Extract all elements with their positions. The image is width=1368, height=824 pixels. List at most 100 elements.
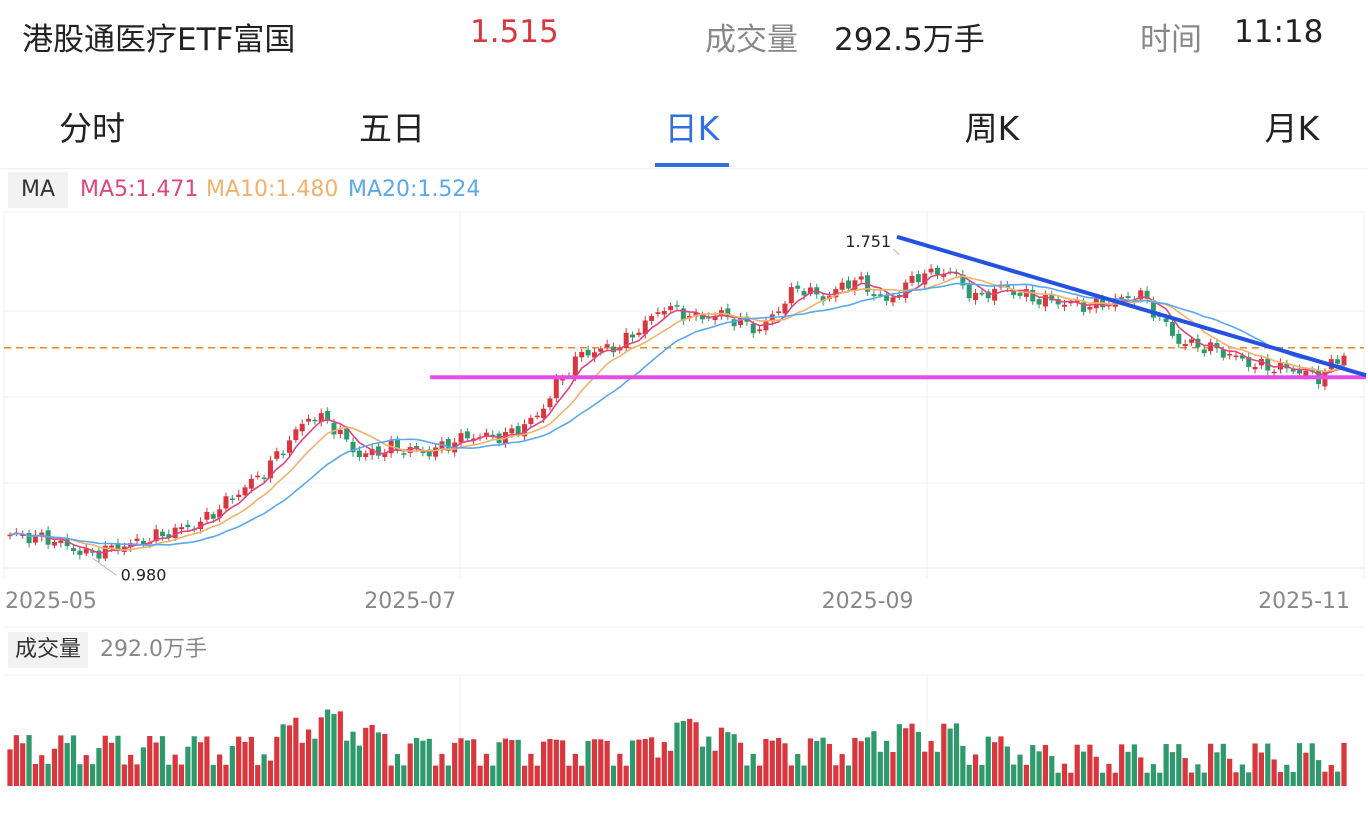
volume-bar — [985, 736, 991, 786]
candle — [547, 398, 553, 408]
candle — [1227, 354, 1233, 356]
candle — [572, 356, 578, 377]
x-tick-label: 2025-09 — [822, 589, 914, 614]
candle — [712, 315, 718, 321]
annotation-leader — [892, 248, 900, 256]
candle — [661, 311, 667, 315]
candle — [541, 408, 547, 419]
candle — [77, 550, 83, 555]
candle — [331, 422, 337, 435]
period-tabs: 分时 五日 日K 周K 月K — [0, 84, 1368, 169]
last-price: 1.515 — [470, 14, 559, 50]
volume-bar — [769, 740, 775, 786]
volume-bar — [1068, 772, 1074, 786]
volume-bar — [229, 746, 235, 786]
candle — [515, 426, 521, 435]
candle — [610, 346, 616, 353]
candle — [896, 294, 902, 297]
candle — [26, 533, 32, 544]
volume-bar — [13, 735, 19, 786]
candle — [140, 540, 146, 545]
candle — [591, 352, 597, 358]
volume-bar — [642, 739, 648, 786]
candle — [915, 274, 921, 283]
volume-bar — [325, 709, 331, 786]
volume-bar — [610, 765, 617, 786]
tab-daily-k[interactable]: 日K — [664, 109, 720, 148]
candle — [71, 548, 77, 552]
volume-bar — [1169, 752, 1176, 786]
volume-bar — [26, 735, 32, 786]
volume-bar — [509, 740, 515, 786]
volume-tag[interactable]: 成交量 — [8, 632, 88, 668]
candle — [280, 453, 286, 456]
candle — [1042, 295, 1048, 307]
candle — [210, 514, 216, 519]
active-tab-indicator — [655, 163, 729, 167]
volume-bar — [356, 745, 362, 786]
volume-bar — [845, 765, 852, 786]
tab-intraday[interactable]: 分时 — [59, 109, 125, 148]
candle — [846, 280, 852, 289]
volume-bar — [1335, 771, 1341, 786]
volume-bar — [350, 731, 356, 786]
candle — [255, 475, 261, 478]
candle — [1144, 290, 1150, 299]
candle — [90, 551, 96, 553]
volume-bar — [20, 743, 26, 786]
candle — [1176, 333, 1182, 344]
candle — [433, 447, 439, 457]
volume-bar — [286, 725, 293, 786]
candle — [528, 417, 534, 424]
volume-bar — [172, 754, 178, 786]
volume-bar — [344, 740, 350, 786]
candle — [420, 451, 426, 453]
volume-bar — [458, 738, 464, 786]
volume-bar — [407, 743, 413, 786]
candle — [458, 433, 464, 443]
volume-bar — [1100, 772, 1106, 786]
volume-bar — [1036, 751, 1042, 786]
volume-bar — [903, 728, 909, 786]
volume-bar — [521, 765, 528, 786]
volume-bar — [1290, 771, 1296, 786]
candle — [1125, 296, 1131, 299]
volume-bar — [731, 734, 737, 786]
ma-tag[interactable]: MA — [8, 172, 68, 208]
candle — [928, 268, 934, 273]
candle — [115, 543, 121, 551]
tab-monthly-k[interactable]: 月K — [1264, 109, 1320, 148]
candle — [630, 334, 636, 338]
candle — [401, 453, 407, 455]
candle — [674, 305, 680, 307]
candle — [782, 303, 788, 314]
volume-bar — [369, 724, 375, 786]
volume-bar — [299, 742, 305, 786]
time-label: 时间 — [1140, 22, 1202, 58]
volume-bar — [32, 763, 39, 786]
volume-bar — [477, 765, 483, 786]
volume-bar — [699, 746, 706, 786]
volume-bar — [363, 727, 369, 786]
candle — [623, 332, 629, 349]
candle — [229, 498, 235, 501]
volume-bar — [102, 735, 108, 786]
candle — [579, 351, 585, 358]
candle — [7, 534, 13, 537]
volume-bar — [70, 735, 77, 786]
tab-five-day[interactable]: 五日 — [359, 109, 425, 148]
volume-bar — [255, 765, 261, 786]
volume-bar — [445, 765, 451, 786]
candle — [560, 378, 566, 381]
volume-bar — [648, 737, 655, 786]
candle — [553, 378, 559, 399]
tab-weekly-k[interactable]: 周K — [964, 109, 1020, 148]
candle — [1150, 300, 1156, 318]
volume-bar — [1074, 744, 1080, 786]
volume-bar — [1214, 752, 1220, 786]
volume-bar — [77, 764, 83, 786]
volume-bar — [471, 739, 477, 786]
volume-bar — [134, 764, 140, 786]
candle — [464, 431, 470, 439]
